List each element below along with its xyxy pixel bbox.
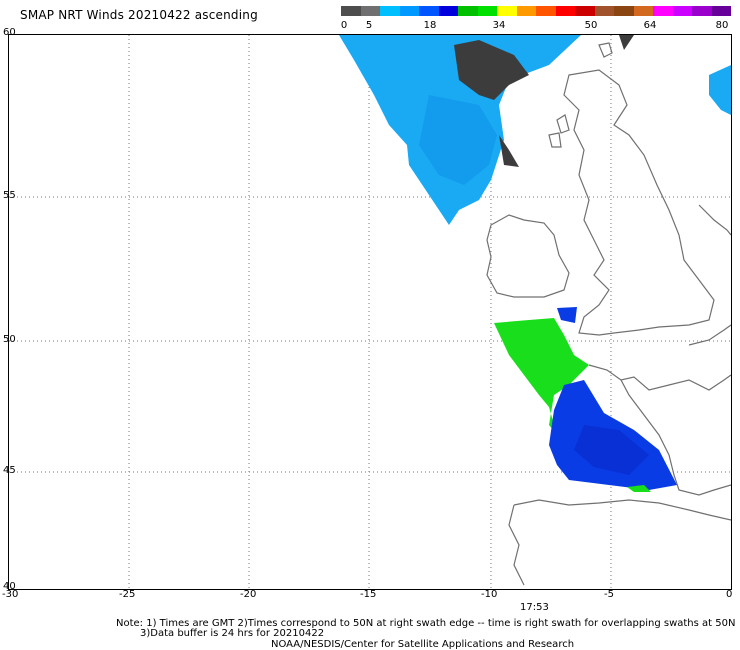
lon-label-minus-5: -5 <box>604 589 614 600</box>
wind-colorbar <box>341 6 731 16</box>
colorbar-segment <box>458 6 478 16</box>
lon-label-0: 0 <box>726 589 733 600</box>
lat-label-50: 50 <box>3 334 16 345</box>
swath-time-label: 17:53 <box>520 602 549 613</box>
wind-swath-green-south <box>627 485 651 492</box>
wind-swath-light-blue-core <box>419 95 497 185</box>
wind-swath-blue-core <box>574 425 649 475</box>
colorbar-segment <box>633 6 653 16</box>
colorbar-segment <box>536 6 556 16</box>
wind-swath-gray-patch-1 <box>454 40 529 100</box>
lat-label-55: 55 <box>3 190 16 201</box>
lat-label-40: 40 <box>3 581 16 592</box>
wind-swath-gray-patch-2 <box>499 135 519 167</box>
colorbar-segment <box>419 6 439 16</box>
lat-label-60: 60 <box>3 27 16 38</box>
colorbar-segment <box>360 6 380 16</box>
wind-swath-gray-patch-3 <box>619 35 634 50</box>
colorbar-segment <box>692 6 712 16</box>
wind-swath-blue-small <box>557 307 577 323</box>
colorbar-segment <box>341 6 361 16</box>
colorbar-segment <box>614 6 634 16</box>
colorbar-segment <box>672 6 692 16</box>
wind-swath-green <box>494 318 589 435</box>
colorbar-label: 5 <box>365 20 373 31</box>
colorbar-segment <box>653 6 673 16</box>
colorbar-segment <box>477 6 497 16</box>
wind-swath-light-blue-east <box>709 65 731 115</box>
colorbar-label: 18 <box>423 20 437 31</box>
colorbar-segment <box>438 6 458 16</box>
map-panel[interactable]: 60 55 50 45 40 <box>3 27 732 592</box>
graticule <box>9 35 731 589</box>
colorbar-label: 80 <box>715 20 729 31</box>
lon-label-minus-30: -30 <box>2 589 19 600</box>
colorbar-segment <box>497 6 517 16</box>
map-svg <box>9 35 731 589</box>
lon-label-minus-25: -25 <box>119 589 136 600</box>
lon-label-minus-20: -20 <box>240 589 257 600</box>
note-line-2: 3)Data buffer is 24 hrs for 20210422 <box>140 628 325 639</box>
colorbar-segment <box>516 6 536 16</box>
colorbar-label: 64 <box>643 20 657 31</box>
colorbar-label: 50 <box>584 20 598 31</box>
colorbar-label: 0 <box>340 20 348 31</box>
coastlines <box>486 42 731 586</box>
map-title: SMAP NRT Winds 20210422 ascending <box>20 8 258 22</box>
colorbar-segment <box>555 6 575 16</box>
lat-label-45: 45 <box>3 465 16 476</box>
colorbar-label: 34 <box>492 20 506 31</box>
note-line-1: Note: 1) Times are GMT 2)Times correspon… <box>116 618 736 629</box>
colorbar-segment <box>711 6 731 16</box>
colorbar-segment <box>380 6 400 16</box>
lon-label-minus-15: -15 <box>360 589 377 600</box>
colorbar-segment <box>575 6 595 16</box>
colorbar-segment <box>399 6 419 16</box>
lon-label-minus-10: -10 <box>481 589 498 600</box>
colorbar-segment <box>594 6 614 16</box>
note-line-3: NOAA/NESDIS/Center for Satellite Applica… <box>271 639 575 650</box>
